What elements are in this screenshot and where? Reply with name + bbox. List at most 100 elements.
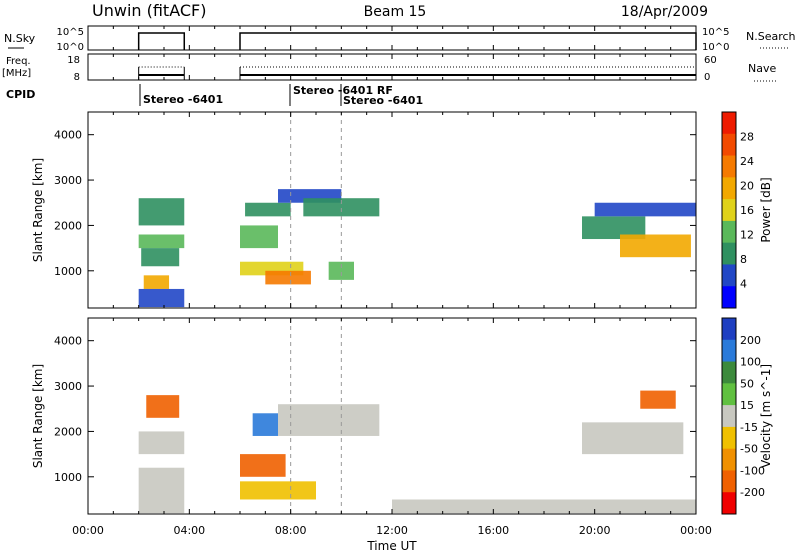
heatmap-cell	[240, 454, 286, 477]
range-tick-label: 2000	[54, 219, 82, 232]
nave-label: Nave	[748, 62, 776, 75]
power-colorbar: 4 8 12 16 20 24 28	[721, 111, 754, 309]
colorbar-tick-label: -50	[740, 443, 758, 456]
nsky-trace	[137, 32, 697, 50]
heatmap-cell	[143, 275, 170, 289]
colorbar-swatch	[722, 286, 736, 309]
time-tick-label: 16:00	[477, 524, 509, 537]
heatmap-cell	[146, 395, 180, 418]
freq-tick-bottom: 8	[74, 72, 80, 83]
range-tick-label: 3000	[54, 380, 82, 393]
time-tick-label: 12:00	[376, 524, 408, 537]
colorbar-tick-label: -100	[740, 464, 765, 477]
colorbar-swatch	[722, 112, 736, 135]
colorbar-tick-label: 24	[740, 155, 754, 168]
colorbar-swatch	[722, 383, 736, 406]
range-tick-label: 4000	[54, 129, 82, 142]
heatmap-cell	[640, 390, 676, 409]
power-panel: 1000 2000 3000 4000 Slant Range [km] 4 8 12 16…	[31, 111, 773, 309]
colorbar-tick-label: 12	[740, 229, 754, 242]
heatmap-cell	[582, 422, 684, 455]
colorbar-swatch	[722, 361, 736, 384]
heatmap-cell	[582, 216, 646, 240]
velocity-yticks: 1000 2000 3000 4000	[54, 335, 696, 484]
beam-title: Beam 15	[364, 4, 427, 20]
colorbar-swatch	[722, 220, 736, 244]
colorbar-tick-label: 8	[740, 253, 747, 266]
colorbar-tick-label: 50	[740, 377, 754, 390]
heatmap-cell	[138, 467, 185, 514]
power-colorbar-label: Power [dB]	[759, 177, 773, 242]
colorbar-tick-label: 28	[740, 131, 754, 144]
nave-tick-top: 60	[704, 55, 717, 66]
colorbar-swatch	[722, 405, 736, 428]
heatmap-cell	[392, 499, 696, 514]
freq-unit: [MHz]	[2, 68, 31, 79]
velocity-cells	[138, 318, 696, 514]
velocity-ylabel: Slant Range [km]	[31, 364, 45, 468]
cpid-label: CPID	[6, 88, 35, 101]
colorbar-tick-label: 200	[740, 334, 761, 347]
nsearch-tick-bottom: 10^0	[702, 42, 729, 53]
heatmap-cell	[138, 234, 185, 249]
nsearch-tick-top: 10^5	[702, 27, 729, 38]
freq-label: Freq.	[6, 56, 31, 67]
freq-panel: Freq. [MHz] 18 8 60 0 Nave	[2, 53, 776, 83]
cpid-annotation-1: Stereo -6401	[143, 93, 223, 106]
freq-tick-top: 18	[67, 55, 80, 66]
colorbar-frame	[721, 111, 737, 309]
colorbar-tick-label: 16	[740, 204, 754, 217]
heatmap-cell	[303, 198, 380, 217]
time-axis: 00:00 04:00 08:00 12:00 16:00 20:00 00:00	[72, 26, 712, 537]
power-cells	[138, 112, 696, 308]
velocity-panel: 1000 2000 3000 4000 Slant Range [km] 200 100…	[31, 317, 773, 515]
heatmap-cell	[620, 234, 691, 258]
time-tick-label: 00:00	[72, 524, 104, 537]
colorbar-swatch	[722, 133, 736, 157]
colorbar-swatch	[722, 199, 736, 222]
range-tick-label: 1000	[54, 265, 82, 278]
time-tick-label: 04:00	[173, 524, 205, 537]
heatmap-cell	[245, 202, 291, 217]
colorbar-swatch	[722, 242, 736, 265]
colorbar-tick-label: 4	[740, 278, 747, 291]
time-tick-label: 00:00	[680, 524, 712, 537]
nsky-line	[239, 32, 697, 50]
heatmap-cell	[141, 248, 180, 267]
cpid-annotation-3: Stereo -6401	[343, 94, 423, 107]
range-tick-label: 2000	[54, 425, 82, 438]
range-tick-label: 3000	[54, 174, 82, 187]
date-title: 18/Apr/2009	[621, 4, 708, 20]
nsky-tick-top: 10^5	[57, 27, 84, 38]
nsky-tick-bottom: 10^0	[57, 42, 84, 53]
colorbar-tick-label: -200	[740, 486, 765, 499]
colorbar-swatch	[722, 318, 736, 341]
heatmap-cell	[138, 198, 185, 226]
nsky-label: N.Sky	[4, 32, 36, 45]
colorbar-swatch	[722, 448, 736, 471]
colorbar-swatch	[722, 155, 736, 178]
heatmap-cell	[265, 270, 311, 285]
nave-tick-bottom: 0	[704, 72, 710, 83]
heatmap-cell	[240, 481, 316, 500]
colorbar-tick-label: 100	[740, 356, 761, 369]
range-tick-label: 4000	[54, 335, 82, 348]
colorbar-tick-label: -15	[740, 421, 758, 434]
colorbar-swatch	[722, 339, 736, 363]
colorbar-frame	[721, 317, 737, 515]
velocity-plot-bg	[88, 318, 696, 514]
time-tick-label: 08:00	[275, 524, 307, 537]
heatmap-cell	[252, 413, 278, 436]
velocity-colorbar-label: Velocity [m s^-1]	[759, 364, 773, 468]
power-ylabel: Slant Range [km]	[31, 158, 45, 262]
power-yticks: 1000 2000 3000 4000	[54, 129, 696, 278]
cpid-annotation-2: Stereo -6401 RF	[293, 84, 393, 97]
heatmap-cell	[138, 431, 185, 455]
colorbar-swatch	[722, 426, 736, 450]
heatmap-cell	[138, 288, 185, 308]
colorbar-tick-label: 20	[740, 180, 754, 193]
heatmap-cell	[328, 261, 354, 280]
heatmap-cell	[278, 404, 380, 436]
colorbar-swatch	[722, 177, 736, 200]
range-tick-label: 1000	[54, 471, 82, 484]
